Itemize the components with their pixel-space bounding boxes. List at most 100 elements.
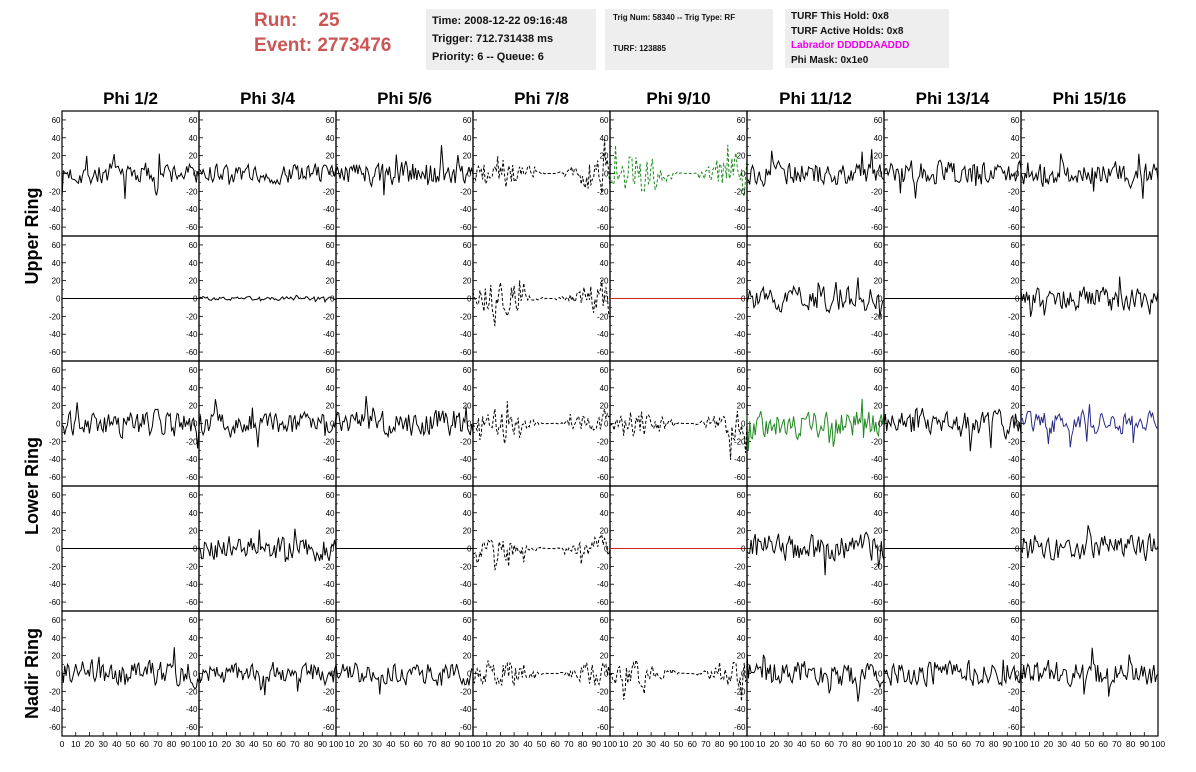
x-tick-label: 90 [318,739,328,749]
x-tick-label: 30 [235,739,245,749]
waveform-trace [883,407,1022,452]
y-tick-label: 60 [52,491,61,500]
waveform-trace [198,528,337,562]
x-tick-label: 30 [783,739,793,749]
y-tick-label: 20 [189,652,198,661]
y-tick-label: 20 [874,152,883,161]
y-tick-label: 40 [463,509,472,518]
y-tick-label: 60 [874,366,883,375]
waveform-trace [472,279,611,327]
y-tick-label: 60 [463,241,472,250]
y-tick-label: 60 [737,366,746,375]
y-tick-label: -40 [460,455,472,464]
y-tick-label: 0 [1015,545,1020,554]
y-tick-label: 60 [326,491,335,500]
y-tick-label: -60 [460,598,472,607]
waveform-trace [1020,525,1159,561]
y-tick-label: -20 [1008,312,1020,321]
x-tick-label: 20 [359,739,369,749]
panel-frame [1020,235,1159,362]
y-tick-label: -20 [49,187,61,196]
y-tick-label: -40 [734,330,746,339]
y-tick-label: -40 [323,205,335,214]
x-tick-label: 100 [466,739,480,749]
y-tick-label: -20 [871,312,883,321]
y-tick-label: 40 [463,634,472,643]
y-tick-label: 40 [737,634,746,643]
y-tick-label: -20 [734,687,746,696]
y-tick-label: -40 [597,455,609,464]
y-tick-label: 60 [189,366,198,375]
column-header: Phi 3/4 [240,89,295,108]
y-tick-label: -20 [734,562,746,571]
y-tick-label: 0 [604,295,609,304]
y-tick-label: 0 [193,170,198,179]
y-tick-label: -20 [460,687,472,696]
y-tick-label: 60 [600,491,609,500]
y-tick-label: 0 [56,545,61,554]
y-tick-label: -60 [734,598,746,607]
y-tick-label: 0 [1015,295,1020,304]
waveform-trace [746,398,885,451]
y-tick-label: 40 [874,509,883,518]
y-tick-label: 20 [52,652,61,661]
y-tick-label: 20 [463,652,472,661]
y-tick-label: -40 [597,330,609,339]
y-tick-label: 0 [604,170,609,179]
y-tick-label: -40 [1008,205,1020,214]
y-tick-label: 40 [1011,509,1020,518]
y-tick-label: 20 [1011,652,1020,661]
y-tick-label: 20 [737,527,746,536]
waveform-trace [746,277,885,319]
y-tick-label: -60 [871,348,883,357]
y-tick-label: 0 [604,420,609,429]
y-tick-label: 20 [737,152,746,161]
y-tick-label: 20 [189,152,198,161]
y-tick-label: 20 [463,527,472,536]
y-tick-label: 40 [600,134,609,143]
y-tick-label: -60 [323,723,335,732]
y-tick-label: 40 [52,134,61,143]
x-tick-label: 80 [578,739,588,749]
y-tick-label: -60 [734,223,746,232]
y-tick-label: 40 [874,384,883,393]
y-tick-label: -20 [597,437,609,446]
y-tick-label: 20 [600,652,609,661]
x-tick-label: 70 [975,739,985,749]
waveform-trace [472,139,611,193]
y-tick-label: -40 [186,455,198,464]
y-tick-label: -60 [597,348,609,357]
turf-info-box: TURF This Hold: 0x8 TURF Active Holds: 0… [785,9,949,68]
y-tick-label: 0 [56,170,61,179]
panel-frame [198,110,337,237]
y-tick-label: 20 [326,402,335,411]
x-tick-label: 80 [852,739,862,749]
x-tick-label: 30 [509,739,519,749]
y-tick-label: 60 [463,616,472,625]
y-tick-label: 20 [326,152,335,161]
y-tick-label: 20 [1011,527,1020,536]
y-tick-label: -40 [734,580,746,589]
y-tick-label: 0 [878,670,883,679]
panel-frame [609,360,748,487]
y-tick-label: 40 [189,509,198,518]
y-tick-label: -40 [597,705,609,714]
x-tick-label: 50 [811,739,821,749]
y-tick-label: -20 [460,187,472,196]
y-tick-label: 60 [737,616,746,625]
y-tick-label: 40 [463,384,472,393]
y-tick-label: 40 [600,384,609,393]
y-tick-label: -40 [597,580,609,589]
time-info-box: Time: 2008-12-22 09:16:48 Trigger: 712.7… [426,9,596,70]
x-tick-label: 30 [1057,739,1067,749]
x-tick-label: 80 [715,739,725,749]
y-tick-label: 60 [874,616,883,625]
y-tick-label: -60 [597,223,609,232]
waveform-trace [472,532,611,571]
y-tick-label: 40 [600,634,609,643]
y-tick-label: 0 [467,545,472,554]
waveform-trace [61,647,200,690]
x-tick-label: 30 [646,739,656,749]
y-tick-label: 20 [600,277,609,286]
x-tick-label: 80 [441,739,451,749]
